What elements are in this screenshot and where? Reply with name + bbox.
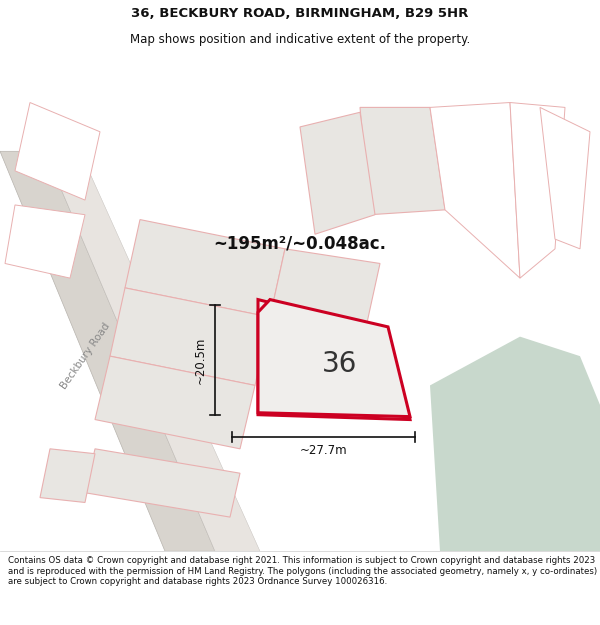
Polygon shape [5, 205, 85, 278]
Text: Map shows position and indicative extent of the property.: Map shows position and indicative extent… [130, 33, 470, 46]
Polygon shape [85, 449, 240, 517]
Polygon shape [95, 356, 255, 449]
Polygon shape [0, 151, 215, 551]
Polygon shape [540, 107, 590, 249]
Polygon shape [270, 249, 380, 332]
Polygon shape [360, 107, 445, 215]
Polygon shape [15, 102, 100, 200]
Polygon shape [258, 299, 410, 419]
Text: ~27.7m: ~27.7m [299, 444, 347, 458]
Polygon shape [125, 219, 285, 317]
Polygon shape [430, 337, 600, 551]
Polygon shape [300, 112, 375, 234]
Text: Beckbury Road: Beckbury Road [58, 321, 112, 391]
Text: ~195m²/~0.048ac.: ~195m²/~0.048ac. [214, 235, 386, 253]
Text: 36, BECKBURY ROAD, BIRMINGHAM, B29 5HR: 36, BECKBURY ROAD, BIRMINGHAM, B29 5HR [131, 8, 469, 21]
Polygon shape [40, 449, 95, 503]
Polygon shape [430, 102, 520, 278]
Polygon shape [510, 102, 565, 278]
Text: Contains OS data © Crown copyright and database right 2021. This information is : Contains OS data © Crown copyright and d… [8, 556, 597, 586]
Polygon shape [258, 299, 410, 417]
Text: ~20.5m: ~20.5m [193, 336, 206, 384]
Polygon shape [110, 288, 270, 386]
Polygon shape [45, 151, 260, 551]
Text: 36: 36 [322, 350, 358, 378]
